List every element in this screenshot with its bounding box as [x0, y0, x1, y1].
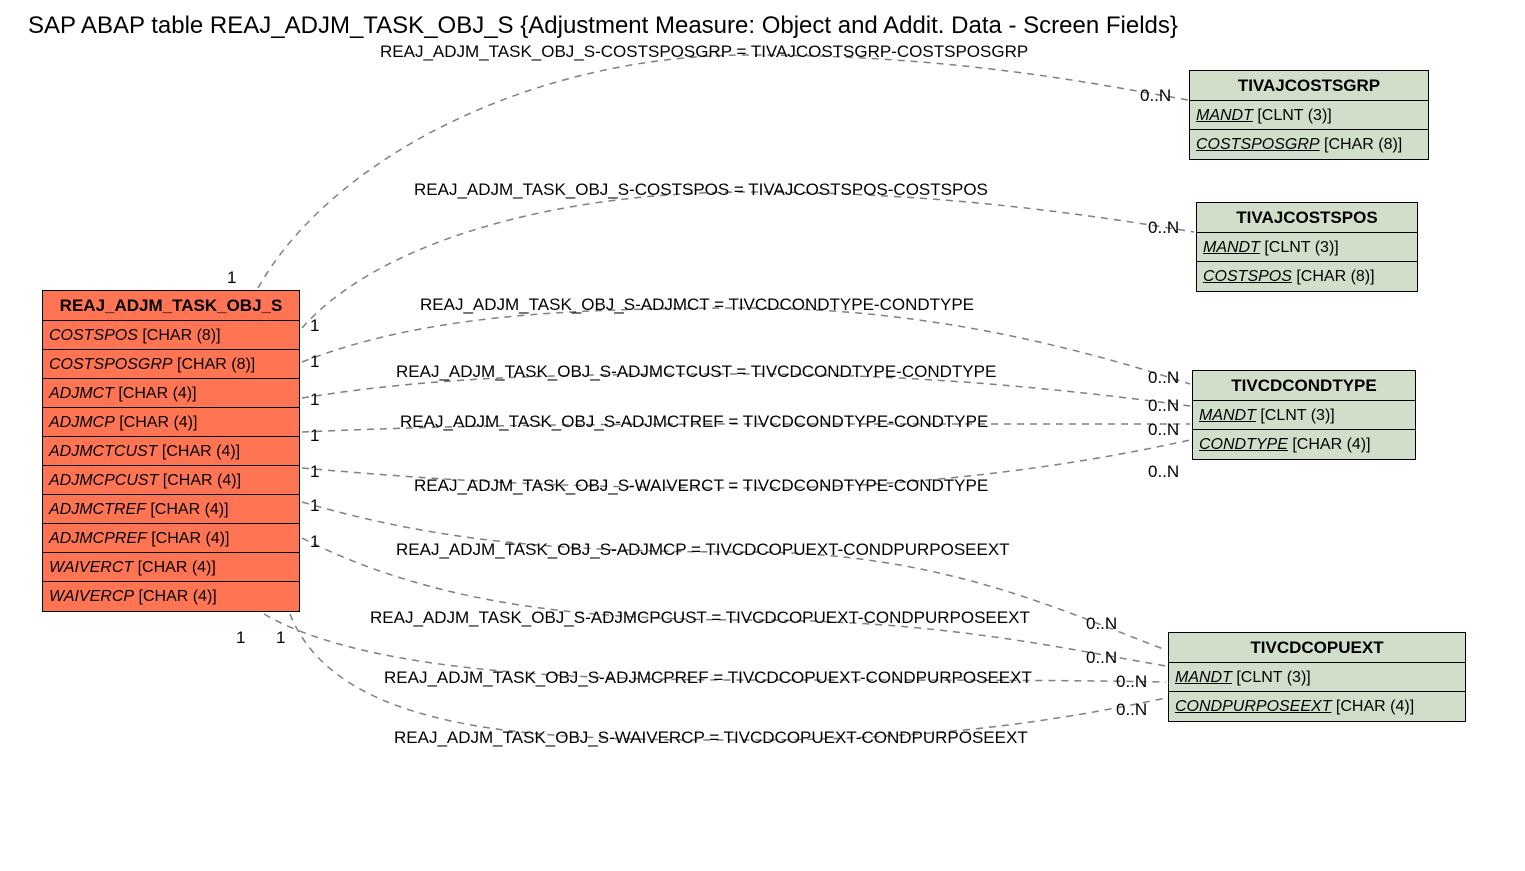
entity-tivcdcondtype: TIVCDCONDTYPEMANDT [CLNT (3)]CONDTYPE [C… — [1192, 370, 1416, 460]
cardinality-target: 0..N — [1148, 462, 1179, 482]
entity-header: TIVAJCOSTSPOS — [1197, 203, 1417, 233]
entity-row: CONDTYPE [CHAR (4)] — [1193, 430, 1415, 459]
relation-label: REAJ_ADJM_TASK_OBJ_S-ADJMCT = TIVCDCONDT… — [420, 295, 974, 315]
cardinality-target: 0..N — [1086, 614, 1117, 634]
cardinality-target: 0..N — [1086, 648, 1117, 668]
diagram-title: SAP ABAP table REAJ_ADJM_TASK_OBJ_S {Adj… — [28, 12, 1178, 40]
entity-header: TIVCDCONDTYPE — [1193, 371, 1415, 401]
entity-header: TIVAJCOSTSGRP — [1190, 71, 1428, 101]
entity-tivajcostsgrp: TIVAJCOSTSGRPMANDT [CLNT (3)]COSTSPOSGRP… — [1189, 70, 1429, 160]
entity-tivcdcopuext: TIVCDCOPUEXTMANDT [CLNT (3)]CONDPURPOSEE… — [1168, 632, 1466, 722]
diagram-canvas: SAP ABAP table REAJ_ADJM_TASK_OBJ_S {Adj… — [0, 0, 1525, 871]
cardinality-source: 1 — [310, 390, 319, 410]
relation-label: REAJ_ADJM_TASK_OBJ_S-COSTSPOSGRP = TIVAJ… — [380, 42, 1028, 62]
relation-label: REAJ_ADJM_TASK_OBJ_S-WAIVERCP = TIVCDCOP… — [394, 728, 1028, 748]
cardinality-source: 1 — [310, 532, 319, 552]
entity-row: CONDPURPOSEEXT [CHAR (4)] — [1169, 692, 1465, 721]
cardinality-source: 1 — [276, 628, 285, 648]
relation-label: REAJ_ADJM_TASK_OBJ_S-ADJMCPCUST = TIVCDC… — [370, 608, 1030, 628]
relation-label: REAJ_ADJM_TASK_OBJ_S-COSTSPOS = TIVAJCOS… — [414, 180, 988, 200]
entity-row: ADJMCPREF [CHAR (4)] — [43, 524, 299, 553]
entity-row: COSTSPOS [CHAR (8)] — [43, 321, 299, 350]
entity-row: MANDT [CLNT (3)] — [1169, 663, 1465, 692]
cardinality-source: 1 — [310, 426, 319, 446]
cardinality-target: 0..N — [1140, 86, 1171, 106]
entity-row: COSTSPOSGRP [CHAR (8)] — [1190, 130, 1428, 159]
entity-row: MANDT [CLNT (3)] — [1190, 101, 1428, 130]
cardinality-target: 0..N — [1116, 700, 1147, 720]
cardinality-source: 1 — [236, 628, 245, 648]
relation-label: REAJ_ADJM_TASK_OBJ_S-ADJMCTREF = TIVCDCO… — [400, 412, 988, 432]
cardinality-target: 0..N — [1148, 396, 1179, 416]
entity-row: ADJMCPCUST [CHAR (4)] — [43, 466, 299, 495]
entity-row: WAIVERCT [CHAR (4)] — [43, 553, 299, 582]
cardinality-target: 0..N — [1148, 368, 1179, 388]
entity-row: ADJMCP [CHAR (4)] — [43, 408, 299, 437]
entity-row: COSTSPOSGRP [CHAR (8)] — [43, 350, 299, 379]
entity-row: COSTSPOS [CHAR (8)] — [1197, 262, 1417, 291]
entity-row: WAIVERCP [CHAR (4)] — [43, 582, 299, 611]
entity-row: MANDT [CLNT (3)] — [1197, 233, 1417, 262]
cardinality-source: 1 — [227, 268, 236, 288]
cardinality-target: 0..N — [1116, 672, 1147, 692]
entity-header: TIVCDCOPUEXT — [1169, 633, 1465, 663]
entity-row: MANDT [CLNT (3)] — [1193, 401, 1415, 430]
cardinality-source: 1 — [310, 462, 319, 482]
entity-row: ADJMCT [CHAR (4)] — [43, 379, 299, 408]
entity-main: REAJ_ADJM_TASK_OBJ_SCOSTSPOS [CHAR (8)]C… — [42, 290, 300, 612]
entity-row: ADJMCTCUST [CHAR (4)] — [43, 437, 299, 466]
cardinality-target: 0..N — [1148, 218, 1179, 238]
entity-row: ADJMCTREF [CHAR (4)] — [43, 495, 299, 524]
cardinality-source: 1 — [310, 352, 319, 372]
relation-label: REAJ_ADJM_TASK_OBJ_S-ADJMCTCUST = TIVCDC… — [396, 362, 996, 382]
cardinality-target: 0..N — [1148, 420, 1179, 440]
relation-label: REAJ_ADJM_TASK_OBJ_S-ADJMCP = TIVCDCOPUE… — [396, 540, 1010, 560]
cardinality-source: 1 — [310, 496, 319, 516]
relation-label: REAJ_ADJM_TASK_OBJ_S-ADJMCPREF = TIVCDCO… — [384, 668, 1032, 688]
relation-label: REAJ_ADJM_TASK_OBJ_S-WAIVERCT = TIVCDCON… — [414, 476, 988, 496]
entity-tivajcostspos: TIVAJCOSTSPOSMANDT [CLNT (3)]COSTSPOS [C… — [1196, 202, 1418, 292]
cardinality-source: 1 — [310, 316, 319, 336]
entity-header: REAJ_ADJM_TASK_OBJ_S — [43, 291, 299, 321]
